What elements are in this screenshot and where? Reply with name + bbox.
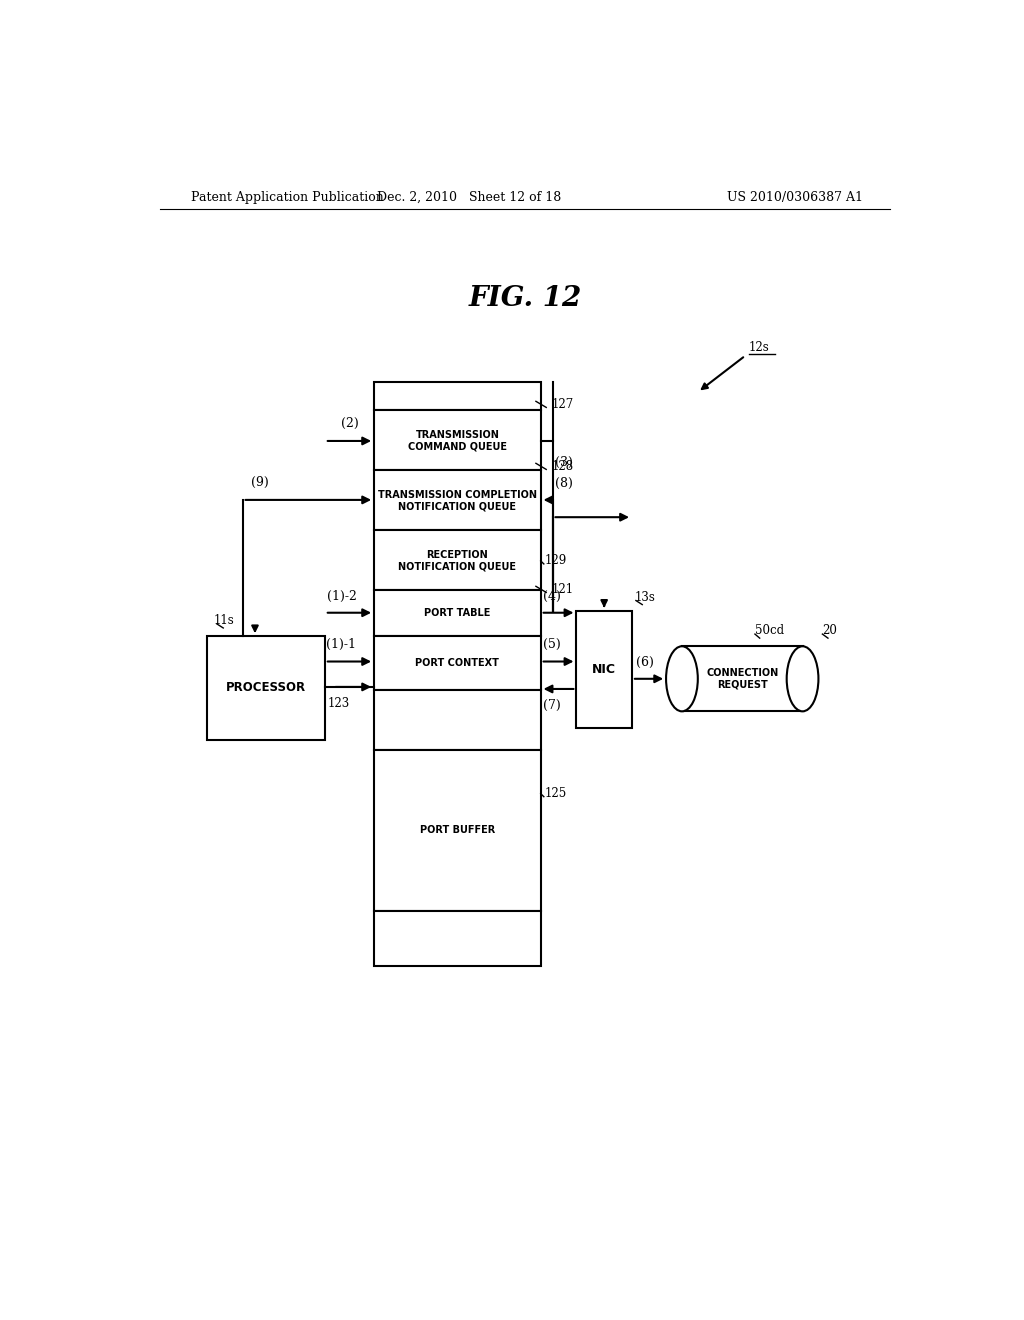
Text: PROCESSOR: PROCESSOR xyxy=(226,681,306,694)
Text: (4): (4) xyxy=(543,590,561,602)
Text: RECEPTION
NOTIFICATION QUEUE: RECEPTION NOTIFICATION QUEUE xyxy=(398,549,516,572)
Bar xyxy=(374,750,541,911)
Ellipse shape xyxy=(786,647,818,711)
Text: 128: 128 xyxy=(552,459,573,473)
Bar xyxy=(374,381,541,411)
Bar xyxy=(374,690,541,750)
Text: 11s: 11s xyxy=(214,614,234,627)
Bar xyxy=(374,411,541,470)
Text: PORT TABLE: PORT TABLE xyxy=(424,609,490,618)
Bar xyxy=(374,531,541,590)
Bar xyxy=(374,470,541,531)
Bar xyxy=(682,647,803,711)
Ellipse shape xyxy=(666,647,697,711)
Text: (2): (2) xyxy=(341,417,358,430)
Text: 125: 125 xyxy=(545,787,567,800)
Bar xyxy=(374,636,541,690)
Text: (6): (6) xyxy=(636,656,653,669)
Text: 13s: 13s xyxy=(634,591,655,605)
Bar xyxy=(577,611,632,727)
Bar xyxy=(374,911,541,966)
Text: TRANSMISSION COMPLETION
NOTIFICATION QUEUE: TRANSMISSION COMPLETION NOTIFICATION QUE… xyxy=(378,490,537,511)
Text: NIC: NIC xyxy=(592,663,616,676)
Text: 127: 127 xyxy=(552,397,574,411)
Text: (1)-2: (1)-2 xyxy=(327,590,356,602)
Text: Dec. 2, 2010   Sheet 12 of 18: Dec. 2, 2010 Sheet 12 of 18 xyxy=(377,190,561,203)
Text: PORT BUFFER: PORT BUFFER xyxy=(420,825,495,836)
Text: (9): (9) xyxy=(251,475,268,488)
Bar xyxy=(374,590,541,636)
Text: FIG. 12: FIG. 12 xyxy=(468,285,582,312)
Text: (3): (3) xyxy=(555,457,572,469)
Text: (1)-1: (1)-1 xyxy=(327,639,356,651)
Text: 50cd: 50cd xyxy=(755,623,784,636)
Text: CONNECTION
REQUEST: CONNECTION REQUEST xyxy=(707,668,778,689)
Text: 129: 129 xyxy=(545,554,567,568)
Text: US 2010/0306387 A1: US 2010/0306387 A1 xyxy=(727,190,862,203)
Text: 123: 123 xyxy=(328,697,349,710)
Text: (7): (7) xyxy=(543,700,561,711)
Text: 121: 121 xyxy=(552,583,573,595)
Text: (8): (8) xyxy=(555,477,572,490)
Text: 20: 20 xyxy=(822,623,838,636)
Text: 12s: 12s xyxy=(749,341,769,354)
Text: PORT CONTEXT: PORT CONTEXT xyxy=(416,659,500,668)
Text: Patent Application Publication: Patent Application Publication xyxy=(191,190,384,203)
Text: TRANSMISSION
COMMAND QUEUE: TRANSMISSION COMMAND QUEUE xyxy=(408,429,507,451)
Bar xyxy=(207,636,325,739)
Text: (5): (5) xyxy=(543,639,561,651)
